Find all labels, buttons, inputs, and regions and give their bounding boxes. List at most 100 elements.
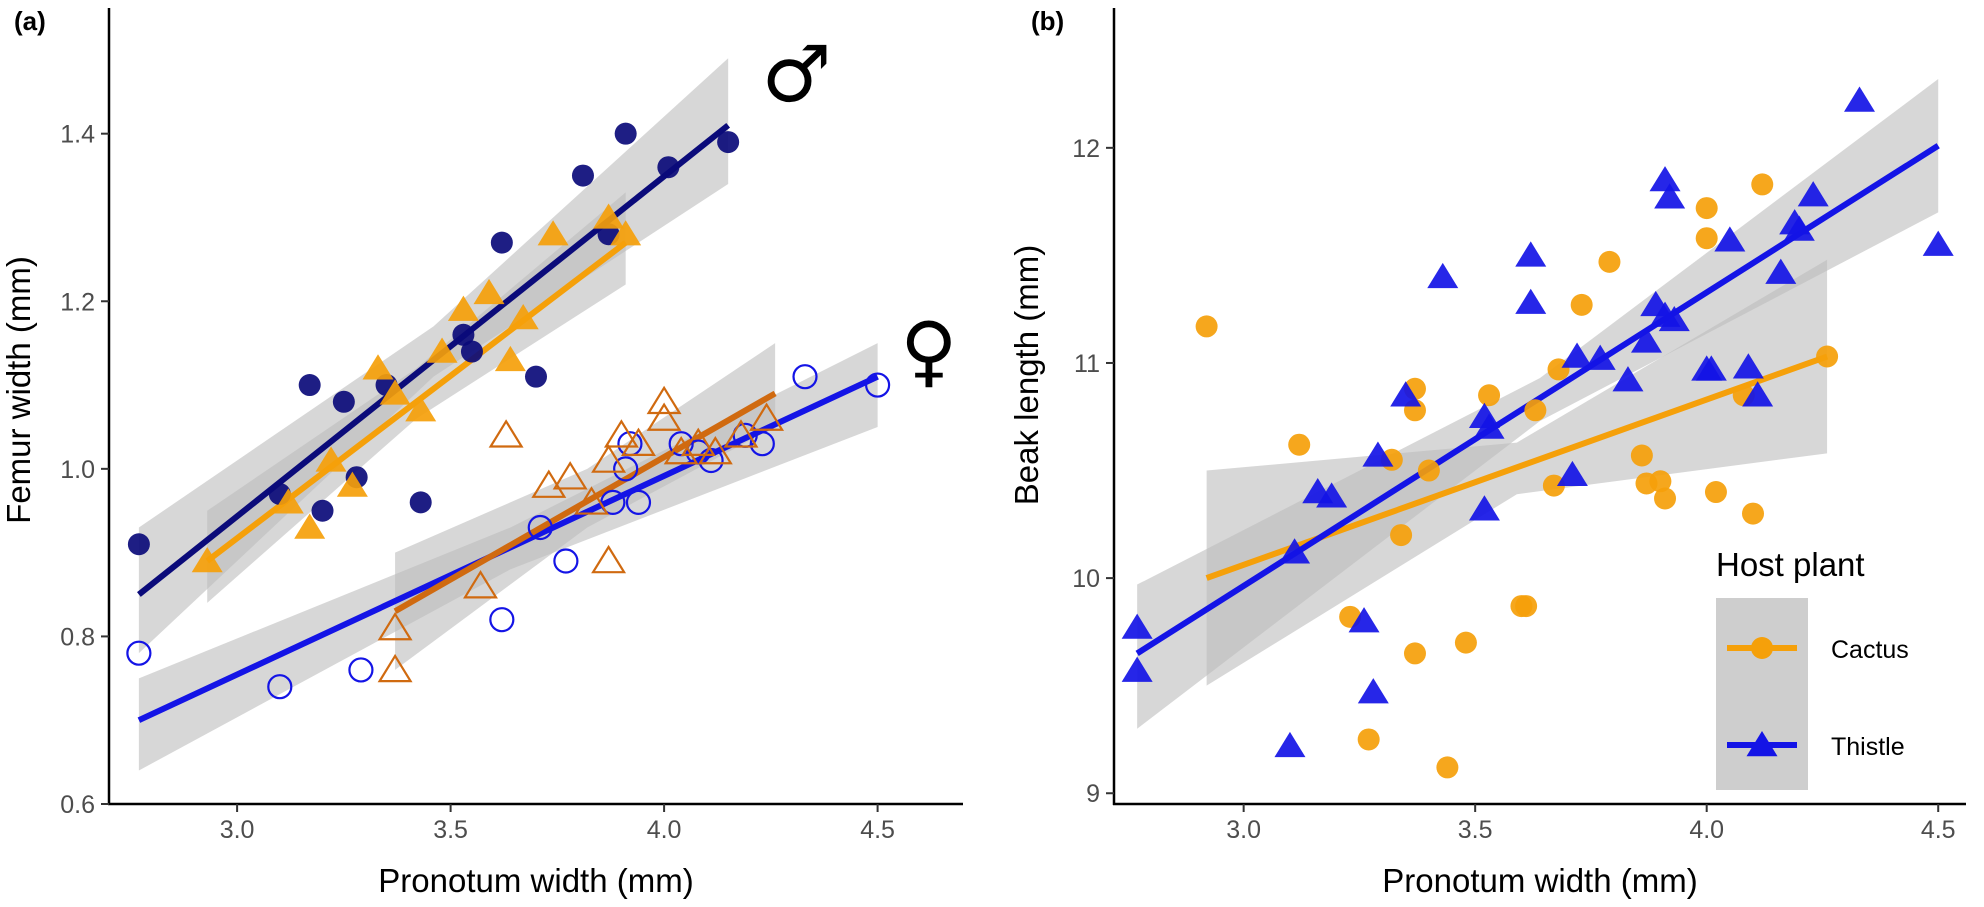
male-symbol: ♂ — [762, 30, 832, 120]
x-tick-label: 4.0 — [647, 816, 682, 844]
y-tick-label: 11 — [1074, 350, 1100, 378]
male-thistle-point — [657, 156, 680, 179]
panel-b-points — [1121, 86, 1954, 779]
thistle-point — [1797, 181, 1829, 207]
male-cactus-point — [610, 220, 642, 246]
thistle-point — [1348, 607, 1380, 633]
y-tick-label: 9 — [1086, 780, 1100, 808]
cactus-point — [1403, 642, 1426, 665]
male-cactus-point — [191, 547, 223, 573]
panel-a: (a) 3.0 3.5 4.0 4.5 0.6 0.8 1.0 1.2 1.4 Pronotum… — [0, 6, 963, 899]
y-tick-label: 10 — [1072, 565, 1100, 593]
thistle-point — [1362, 441, 1394, 467]
thistle-point — [1515, 288, 1547, 314]
cactus-point — [1751, 173, 1774, 196]
female-cactus-point — [377, 653, 413, 683]
thistle-point — [1658, 305, 1690, 332]
male-thistle-point — [452, 323, 475, 346]
panel-a-label: (a) — [14, 6, 46, 36]
male-cactus-point — [537, 220, 569, 246]
male-cactus-point — [593, 203, 625, 229]
thistle-point — [1612, 366, 1644, 392]
panel-b-label: (b) — [1031, 6, 1064, 36]
cactus-point — [1454, 631, 1477, 654]
thistle-point — [1765, 258, 1797, 284]
female-cactus-point — [723, 419, 759, 448]
thistle-point — [1121, 656, 1153, 682]
female-cactus-point — [377, 611, 413, 641]
x-tick-label: 3.5 — [433, 816, 468, 844]
cactus-point — [1417, 459, 1440, 482]
thistle-point — [1783, 215, 1815, 241]
female-thistle-point — [792, 364, 818, 390]
female-thistle-point — [126, 640, 152, 666]
male-thistle-point — [409, 491, 432, 514]
thistle-point — [1427, 262, 1459, 289]
male-cactus-point — [294, 513, 326, 539]
male-cactus-point — [379, 379, 411, 405]
female-thistle-point — [527, 514, 553, 541]
panel-a-points — [126, 122, 891, 700]
male-cactus-point — [315, 446, 347, 472]
male-thistle-point — [614, 122, 637, 145]
male-thistle-point — [298, 374, 321, 397]
cactus-point — [1390, 524, 1413, 547]
thistle-point — [1695, 355, 1727, 381]
female-cactus-point — [552, 461, 588, 490]
y-tick-label: 1.0 — [60, 456, 95, 484]
cactus-point — [1630, 444, 1653, 467]
female-thistle-point — [613, 456, 639, 482]
female-thistle-point — [489, 607, 515, 633]
thistle-point — [1561, 342, 1593, 368]
thistle-point — [1714, 226, 1746, 252]
male-cactus-point — [426, 337, 458, 363]
legend-label-cactus: Cactus — [1831, 636, 1909, 664]
panel-a-x-axis-title: Pronotum width (mm) — [378, 862, 693, 899]
panel-b-ticks: 3.0 3.5 4.0 4.5 9 10 11 12 — [1072, 135, 1955, 844]
panel-b-x-axis-title: Pronotum width (mm) — [1382, 862, 1697, 899]
female-thistle-point — [864, 372, 891, 398]
male-cactus-point — [473, 278, 505, 305]
legend-title: Host plant — [1716, 546, 1865, 583]
female-thistle-point — [553, 548, 579, 574]
cactus-point — [1195, 315, 1218, 338]
cactus-point — [1524, 399, 1547, 422]
male-thistle-point — [460, 340, 483, 363]
female-cactus-point — [680, 427, 716, 457]
female-cactus-point — [488, 419, 524, 448]
male-thistle-point — [127, 533, 150, 556]
female-cactus-point — [621, 427, 656, 457]
thistle-point — [1654, 183, 1686, 209]
male-cactus-point — [447, 295, 479, 321]
female-thistle-point — [685, 439, 711, 465]
thistle-point — [1922, 230, 1954, 256]
male-cactus-point — [336, 471, 368, 497]
cactus-point — [1436, 756, 1459, 779]
thistle-point — [1121, 613, 1153, 639]
panel-a-confidence-bands — [138, 58, 878, 771]
female-thistle-point — [749, 431, 775, 457]
panel-a-ticks: 3.0 3.5 4.0 4.5 0.6 0.8 1.0 1.2 1.4 — [60, 121, 895, 844]
thistle-point — [1515, 241, 1547, 267]
thistle-point — [1742, 381, 1774, 407]
y-tick-label: 1.4 — [60, 121, 95, 149]
female-cactus-point — [646, 385, 682, 415]
female-thistle-point — [668, 431, 694, 457]
legend: Host plant Cactus Thistle — [1716, 546, 1909, 790]
thistle-point — [1584, 344, 1616, 370]
male-cactus-point — [272, 488, 304, 514]
legend-label-thistle: Thistle — [1831, 733, 1905, 761]
y-tick-label: 12 — [1072, 135, 1100, 163]
cactus-point — [1742, 502, 1764, 525]
cactus-point — [1515, 595, 1538, 618]
cactus-point — [1816, 345, 1839, 368]
male-cactus-point — [362, 354, 394, 380]
x-tick-label: 4.0 — [1689, 816, 1724, 844]
female-cactus-point — [697, 435, 733, 465]
y-tick-label: 0.8 — [60, 623, 95, 651]
thistle-point — [1473, 413, 1505, 439]
legend-marker-cactus — [1751, 637, 1773, 659]
male-cactus-point — [494, 345, 526, 372]
female-thistle-point — [267, 674, 293, 700]
female-cactus-point — [463, 570, 498, 599]
